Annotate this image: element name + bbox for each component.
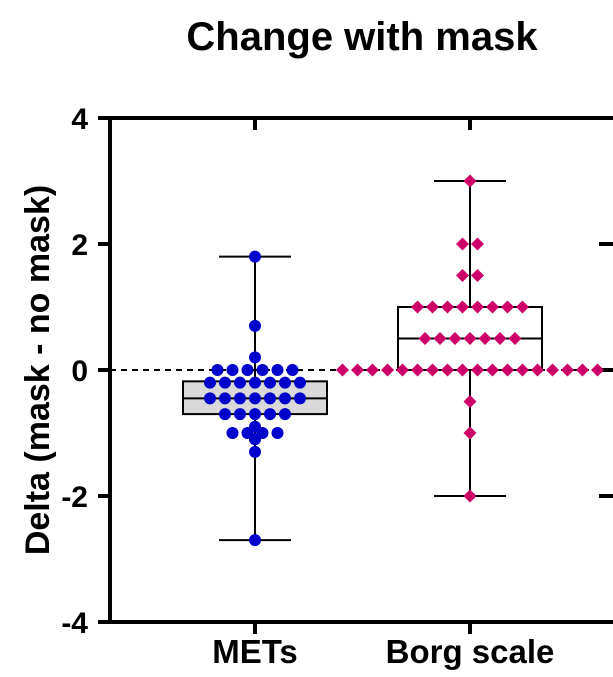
y-tick-label: 2 [71,229,88,262]
data-point [471,363,484,377]
data-point [456,363,469,377]
data-point [226,364,239,376]
data-point [336,363,349,377]
data-point [463,174,477,188]
data-point [249,319,261,332]
data-point [463,489,477,503]
data-point [234,376,246,389]
data-point [256,364,269,376]
y-tick-label: -2 [61,481,88,514]
data-point [561,363,574,377]
data-point [294,376,306,389]
chart-title: Change with mask [186,15,538,59]
data-point [486,363,499,377]
data-point [456,269,469,282]
data-point [279,408,291,421]
data-point [286,364,299,376]
data-point [501,363,514,377]
y-tick-label: -4 [61,607,88,640]
data-point [249,250,261,263]
data-point [211,364,224,376]
data-point [463,426,477,440]
data-point [456,237,469,251]
data-point [463,395,477,408]
data-point [249,351,261,364]
data-point [471,237,484,251]
data-point [411,300,424,314]
data-point [249,408,261,421]
data-point [279,376,291,389]
data-point [366,363,379,377]
plot-area: 4 2 0 -2 -4 METs Borg scale [61,103,613,670]
data-point [271,364,284,376]
data-point [396,363,409,377]
data-point [576,363,589,377]
data-point [219,376,231,389]
data-point [249,376,261,389]
data-point [426,300,439,314]
data-point [234,392,246,405]
data-point [448,332,462,345]
data-point [264,408,276,421]
data-point [418,332,432,345]
data-point [249,445,261,458]
x-tick-label: Borg scale [386,633,555,670]
data-point [426,363,439,377]
data-point [234,408,246,421]
data-point [441,300,454,314]
data-point [471,300,484,314]
data-point [271,427,284,439]
data-point [463,332,477,345]
data-point [204,392,216,405]
data-point [516,363,529,377]
data-point [219,408,231,421]
data-point [493,332,507,345]
data-point [516,300,529,314]
data-point [226,427,239,439]
data-point [471,269,484,282]
y-tick-label: 0 [71,355,88,388]
data-point [456,300,469,314]
data-point [264,376,276,389]
data-point [546,363,559,377]
data-point [241,364,254,376]
data-point [433,332,447,345]
data-point [249,433,261,446]
data-point [294,392,306,405]
data-point [478,332,492,345]
data-point [531,363,544,377]
data-point [441,363,454,377]
data-point [381,363,394,377]
data-point [204,376,216,389]
data-point [508,332,522,345]
data-point [249,392,261,405]
data-point [249,534,261,547]
x-tick-label: METs [212,633,298,670]
data-point [486,300,499,314]
data-point [264,392,276,405]
data-point [279,392,291,405]
data-point [591,363,604,377]
y-axis-label: Delta (mask - no mask) [19,185,57,555]
data-point [501,300,514,314]
data-point [219,392,231,405]
data-point [351,363,364,377]
data-point [411,363,424,377]
y-tick-label: 4 [71,103,88,136]
